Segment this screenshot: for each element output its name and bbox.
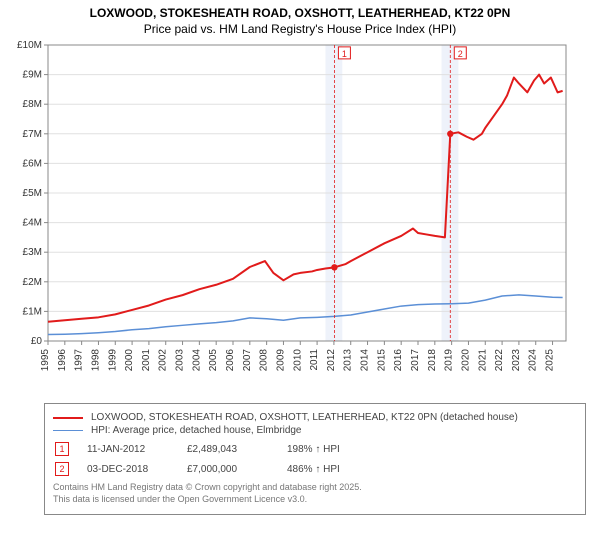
- legend-series-list: LOXWOOD, STOKESHEATH ROAD, OXSHOTT, LEAT…: [53, 412, 577, 436]
- svg-text:2016: 2016: [393, 349, 404, 372]
- svg-text:£7M: £7M: [23, 129, 42, 140]
- svg-text:2011: 2011: [309, 349, 320, 371]
- svg-text:2015: 2015: [376, 349, 387, 372]
- svg-text:2: 2: [458, 49, 463, 59]
- svg-text:2006: 2006: [225, 349, 236, 372]
- svg-text:1997: 1997: [74, 349, 85, 372]
- legend-markers-list: 1 11-JAN-2012£2,489,043198% ↑ HPI 2 03-DEC-…: [53, 442, 577, 476]
- marker-number-box: 1: [55, 442, 69, 456]
- legend-marker-row: 2 03-DEC-2018£7,000,000486% ↑ HPI: [53, 462, 577, 476]
- marker-number-box: 2: [55, 462, 69, 476]
- title-line2: Price paid vs. HM Land Registry's House …: [144, 22, 456, 36]
- svg-text:2018: 2018: [427, 349, 438, 372]
- marker-price: £7,000,000: [187, 464, 287, 475]
- svg-text:2024: 2024: [528, 349, 539, 372]
- svg-text:£0: £0: [31, 336, 43, 347]
- svg-text:£9M: £9M: [23, 70, 42, 81]
- svg-text:2002: 2002: [158, 349, 169, 372]
- svg-text:2013: 2013: [343, 349, 354, 372]
- svg-text:£3M: £3M: [23, 247, 42, 258]
- footnote-line1: Contains HM Land Registry data © Crown c…: [53, 482, 362, 492]
- legend-label: LOXWOOD, STOKESHEATH ROAD, OXSHOTT, LEAT…: [91, 412, 518, 423]
- svg-text:2003: 2003: [175, 349, 186, 372]
- svg-text:2001: 2001: [141, 349, 152, 372]
- chart-container: £0 £1M £2M £3M £4M £5M £6M £7M £8M £9M £10M 1995 199…: [0, 39, 600, 399]
- legend-series-item: LOXWOOD, STOKESHEATH ROAD, OXSHOTT, LEAT…: [53, 412, 577, 423]
- svg-text:£1M: £1M: [23, 307, 42, 318]
- svg-text:2008: 2008: [259, 349, 270, 372]
- svg-text:£2M: £2M: [23, 277, 42, 288]
- svg-text:2019: 2019: [444, 349, 455, 372]
- svg-text:1: 1: [342, 49, 347, 59]
- title-line1: LOXWOOD, STOKESHEATH ROAD, OXSHOTT, LEAT…: [90, 6, 511, 20]
- svg-text:2004: 2004: [191, 349, 202, 372]
- price-chart: £0 £1M £2M £3M £4M £5M £6M £7M £8M £9M £10M 1995 199…: [0, 39, 580, 399]
- svg-text:£5M: £5M: [23, 188, 42, 199]
- svg-text:£4M: £4M: [23, 218, 42, 229]
- marker-pct: 486% ↑ HPI: [287, 464, 387, 475]
- svg-text:2017: 2017: [410, 349, 421, 372]
- svg-text:1995: 1995: [40, 349, 51, 372]
- svg-text:1999: 1999: [107, 349, 118, 372]
- legend-swatch: [53, 417, 83, 419]
- svg-text:2012: 2012: [326, 349, 337, 372]
- footnote: Contains HM Land Registry data © Crown c…: [53, 482, 577, 505]
- marker-date: 03-DEC-2018: [87, 464, 187, 475]
- chart-title: LOXWOOD, STOKESHEATH ROAD, OXSHOTT, LEAT…: [0, 0, 600, 39]
- svg-text:1996: 1996: [57, 349, 68, 372]
- svg-text:2005: 2005: [208, 349, 219, 372]
- marker-date: 11-JAN-2012: [87, 444, 187, 455]
- legend-swatch: [53, 430, 83, 431]
- legend-label: HPI: Average price, detached house, Elmb…: [91, 425, 302, 436]
- footnote-line2: This data is licensed under the Open Gov…: [53, 494, 307, 504]
- svg-text:2000: 2000: [124, 349, 135, 372]
- svg-text:2009: 2009: [275, 349, 286, 372]
- svg-text:2021: 2021: [477, 349, 488, 372]
- legend-box: LOXWOOD, STOKESHEATH ROAD, OXSHOTT, LEAT…: [44, 403, 586, 514]
- svg-text:£6M: £6M: [23, 159, 42, 170]
- svg-text:2020: 2020: [460, 349, 471, 372]
- svg-text:2010: 2010: [292, 349, 303, 372]
- svg-text:2022: 2022: [494, 349, 505, 372]
- svg-text:2025: 2025: [545, 349, 556, 372]
- svg-text:2023: 2023: [511, 349, 522, 372]
- legend-series-item: HPI: Average price, detached house, Elmb…: [53, 425, 577, 436]
- svg-text:£10M: £10M: [17, 40, 42, 51]
- svg-text:2014: 2014: [360, 349, 371, 372]
- marker-price: £2,489,043: [187, 444, 287, 455]
- svg-text:1998: 1998: [90, 349, 101, 372]
- legend-marker-row: 1 11-JAN-2012£2,489,043198% ↑ HPI: [53, 442, 577, 456]
- svg-text:2007: 2007: [242, 349, 253, 372]
- marker-pct: 198% ↑ HPI: [287, 444, 387, 455]
- svg-text:£8M: £8M: [23, 99, 42, 110]
